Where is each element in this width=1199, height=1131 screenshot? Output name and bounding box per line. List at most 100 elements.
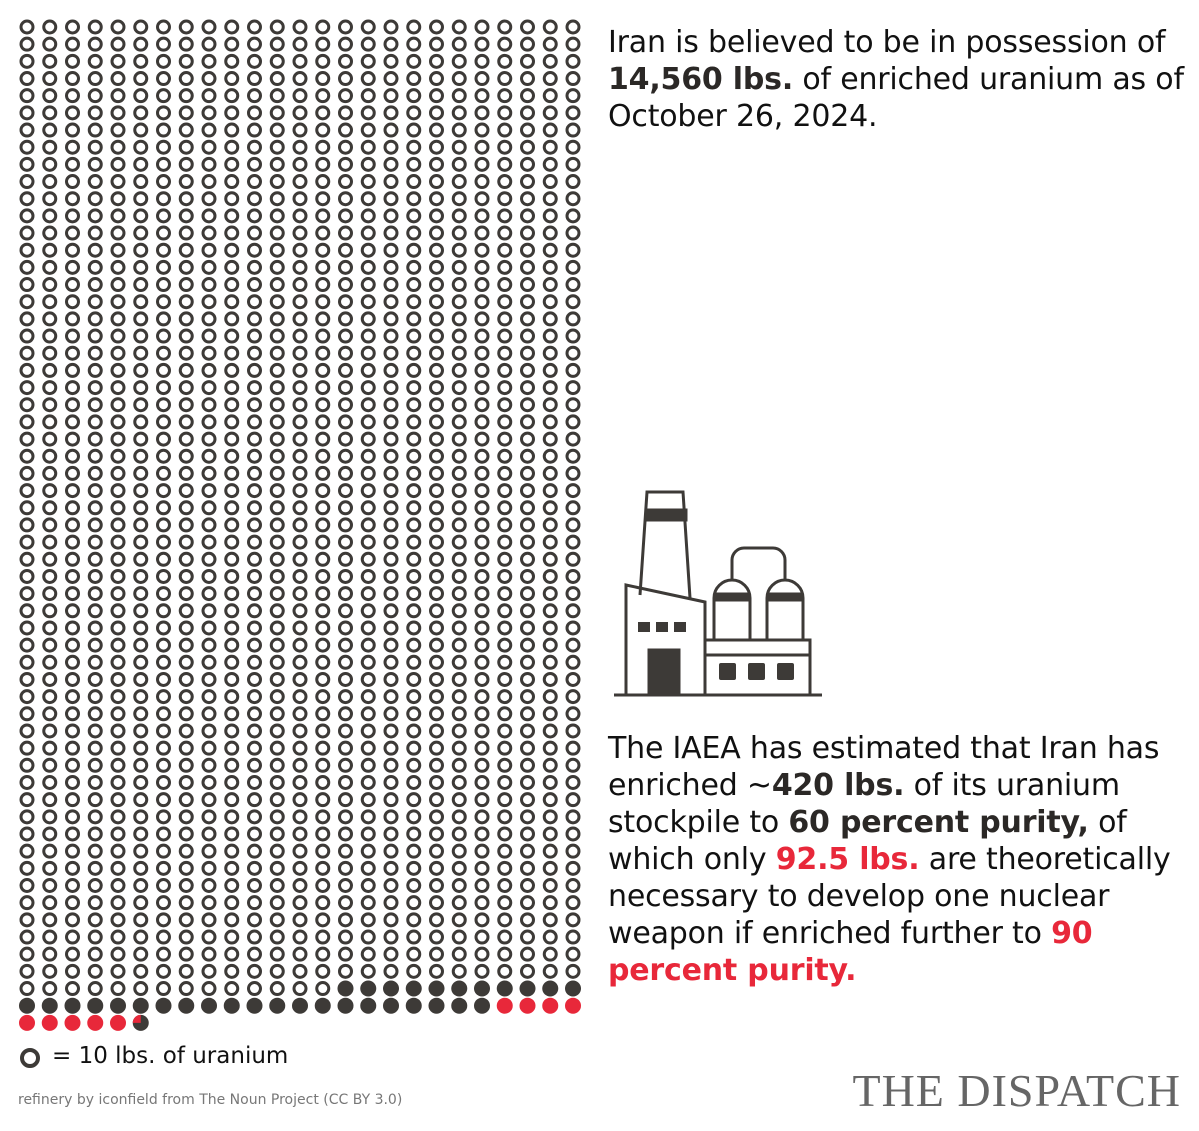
unit-circle: [65, 431, 80, 447]
unit-circle: [87, 71, 103, 87]
unit-circle: [474, 380, 490, 396]
unit-circle: [360, 740, 376, 756]
unit-circle: [383, 397, 399, 413]
unit-circle: [497, 431, 513, 447]
unit-circle: [360, 706, 376, 722]
unit-circle: [247, 105, 262, 121]
unit-circle: [520, 603, 535, 619]
unit-circle: [360, 448, 376, 464]
unit-circle: [429, 551, 444, 567]
unit-circle: [201, 122, 217, 138]
unit-circle: [201, 689, 217, 705]
unit-circle: [383, 895, 399, 911]
unit-circle: [383, 946, 399, 962]
unit-circle: [42, 929, 58, 945]
unit-circle: [520, 963, 535, 979]
unit-circle: [315, 534, 331, 550]
unit-circle: [474, 706, 490, 722]
unit-circle: [133, 637, 149, 653]
unit-circle: [429, 620, 444, 636]
unit-circle: [542, 620, 558, 636]
unit-circle: [247, 843, 262, 859]
unit-circle: [65, 414, 80, 430]
enriched-circle: [360, 997, 377, 1014]
unit-circle: [429, 809, 444, 825]
unit-circle: [247, 826, 262, 842]
unit-circle: [42, 500, 58, 516]
unit-circle: [42, 242, 58, 258]
enriched-circle: [41, 997, 58, 1014]
unit-circle: [19, 568, 35, 584]
unit-circle: [383, 362, 399, 378]
unit-circle: [156, 19, 171, 35]
unit-circle: [497, 88, 513, 104]
unit-circle: [42, 757, 58, 773]
unit-circle: [42, 671, 58, 687]
unit-circle: [87, 156, 103, 172]
unit-circle: [474, 225, 490, 241]
unit-circle: [133, 774, 149, 790]
unit-circle: [315, 465, 331, 481]
unit-circle: [383, 500, 399, 516]
unit-circle: [565, 174, 581, 190]
unit-circle: [133, 654, 149, 670]
unit-circle: [110, 981, 126, 997]
unit-circle: [269, 946, 285, 962]
unit-circle: [565, 723, 581, 739]
unit-circle: [565, 448, 581, 464]
unit-circle: [360, 963, 376, 979]
unit-circle: [383, 654, 399, 670]
unit-circle: [383, 603, 399, 619]
unit-circle: [133, 757, 149, 773]
unit-circle: [269, 534, 285, 550]
unit-circle: [110, 534, 126, 550]
unit-circle: [110, 620, 126, 636]
unit-circle: [315, 912, 331, 928]
unit-circle: [19, 105, 35, 121]
unit-circle: [383, 809, 399, 825]
weapon-circle: [542, 997, 559, 1014]
unit-circle: [542, 483, 558, 499]
unit-circle: [338, 345, 353, 361]
unit-circle: [292, 414, 308, 430]
unit-circle: [360, 191, 376, 207]
unit-circle: [292, 826, 308, 842]
unit-circle: [87, 963, 103, 979]
unit-circle: [315, 380, 331, 396]
unit-circle: [542, 809, 558, 825]
unit-circle: [451, 843, 467, 859]
unit-circle: [383, 208, 399, 224]
unit-circle: [406, 174, 422, 190]
unit-circle: [19, 448, 35, 464]
unit-circle: [65, 963, 80, 979]
unit-circle: [292, 551, 308, 567]
unit-circle: [474, 620, 490, 636]
unit-circle: [87, 689, 103, 705]
unit-circle: [156, 397, 171, 413]
unit-circle: [247, 689, 262, 705]
unit-circle: [292, 19, 308, 35]
headline: Iran is believed to be in possession of …: [608, 24, 1188, 135]
unit-circle: [542, 53, 558, 69]
unit-circle: [429, 483, 444, 499]
unit-circle: [451, 345, 467, 361]
unit-circle: [292, 448, 308, 464]
unit-circle: [65, 843, 80, 859]
unit-circle: [542, 345, 558, 361]
unit-circle: [65, 517, 80, 533]
unit-circle: [338, 397, 353, 413]
unit-circle: [19, 689, 35, 705]
unit-circle: [133, 277, 149, 293]
unit-circle: [338, 654, 353, 670]
unit-circle: [565, 191, 581, 207]
unit-circle: [224, 689, 240, 705]
unit-circle: [497, 225, 513, 241]
unit-circle: [201, 294, 217, 310]
unit-circle: [520, 36, 535, 52]
unit-circle: [42, 19, 58, 35]
unit-circle: [542, 36, 558, 52]
unit-circle: [429, 259, 444, 275]
unit-circle: [224, 912, 240, 928]
unit-circle: [224, 534, 240, 550]
unit-circle: [292, 259, 308, 275]
